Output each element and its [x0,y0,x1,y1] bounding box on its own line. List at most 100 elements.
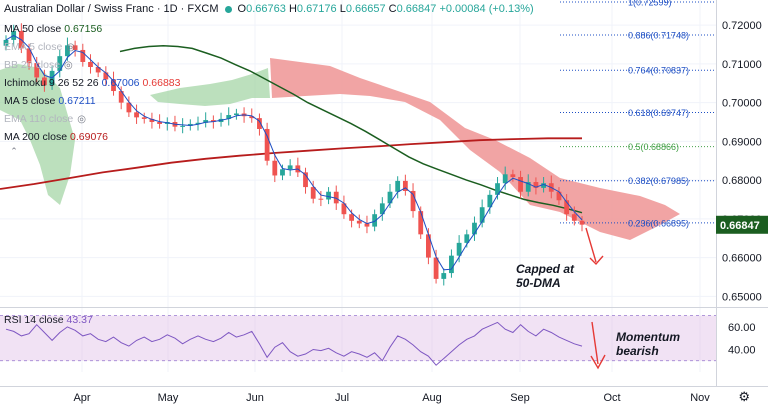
candle [395,180,401,192]
candle [387,191,393,204]
fib-level-label: 0.382(0.67985) [628,176,689,186]
candle [42,77,47,86]
settings-gear-icon[interactable]: ⚙ [738,389,750,404]
eye-hidden-icon[interactable]: ◎ [64,60,73,71]
candle [126,102,132,113]
candle [303,172,308,188]
fib-level-label: 0.236(0.66895) [628,218,689,228]
rsi-legend[interactable]: RSI 14 close 43.37 [4,314,93,326]
candle [34,63,40,78]
legend-ema5[interactable]: EMA 5 close ◎ [4,41,76,53]
candle [234,113,239,116]
candle [341,203,347,215]
fib-level-label: 0.764(0.70837) [628,66,689,76]
legend-ema110[interactable]: EMA 110 close ◎ [4,113,86,125]
candle [187,123,193,126]
candle [88,61,93,68]
candle [349,214,354,221]
candle [157,122,162,124]
price-tick-label: 0.72000 [722,20,762,32]
candle [364,223,370,227]
candle [433,257,439,279]
candle [280,169,285,176]
candle [495,183,500,195]
last-price-tag [716,215,768,234]
ma5-line [5,34,583,271]
time-tick-label: Aug [422,392,442,404]
candle [410,190,416,212]
legend-ichimoku[interactable]: Ichimoku 9 26 52 26 0.67006 0.66883 [4,77,181,89]
candle [80,49,86,62]
eye-hidden-icon[interactable]: ◎ [77,114,86,125]
candle [533,182,539,188]
time-tick-label: Jun [246,392,264,404]
candle [249,116,255,119]
price-tick-label: 0.70000 [722,98,762,110]
ma200-path [0,137,582,190]
candle [556,191,562,201]
momentum-annotation: Momentum bearish [616,330,680,358]
price-tick-label: 0.66000 [722,253,762,265]
ohlc-readout: O0.66763 H0.67176 L0.66657 C0.66847 +0.0… [237,3,534,15]
time-tick-label: Jul [335,392,349,404]
fibonacci-levels: 1(0.72599) 0.886(0.71748) 0.764(0.70837) 0.… [560,0,716,228]
candle [118,91,124,103]
candle [502,174,508,184]
candle [203,120,209,123]
chart-header: Australian Dollar / Swiss Franc · 1D · F… [4,3,534,15]
candle [472,222,477,235]
candle [318,198,324,200]
candle [449,255,454,274]
ma50-path [119,44,583,214]
price-tick-label: 0.69000 [722,136,762,148]
candle [525,182,531,192]
candle [356,220,362,224]
time-tick-label: Nov [690,392,710,404]
fib-level-label: 0.5(0.68866) [628,142,679,152]
candle [333,191,339,204]
candle [456,242,462,256]
candle [310,187,316,199]
candle [464,234,470,243]
candle [287,165,293,170]
fib-level-label: 0.886(0.71748) [628,30,689,40]
candle [479,207,485,223]
time-tick-label: May [158,392,179,404]
candle [264,128,270,161]
candle [149,118,155,123]
candle [564,200,570,215]
legend-ma5[interactable]: MA 5 close 0.67211 [4,95,96,107]
cloud-bull-left [0,64,75,205]
legend-bb20[interactable]: BB 20 close ◎ [4,59,73,71]
time-tick-label: Sep [510,392,530,404]
eye-hidden-icon[interactable]: ◎ [66,42,76,53]
rsi-tick-label: 60.00 [728,322,756,334]
candle [180,125,186,127]
cloud-bear [270,58,680,240]
candle [418,211,424,235]
candle [326,191,331,200]
price-tick-label: 0.68000 [722,175,762,187]
candle [95,67,101,73]
candle [571,214,577,221]
candle [372,214,378,227]
ichimoku-cloud [0,58,680,240]
capped-annotation: Capped at 50-DMA [516,262,575,290]
candle [426,234,431,258]
candle [510,174,516,178]
legend-ma50[interactable]: MA 50 close 0.67156 [4,23,103,35]
symbol-title[interactable]: Australian Dollar / Swiss Franc · 1D · F… [4,3,219,15]
chart-axes: 0.720000.710000.700000.690000.680000.670… [73,20,768,404]
candle [487,194,493,208]
market-status-dot [224,5,232,13]
time-tick-label: Oct [603,392,620,404]
candle [210,120,216,123]
ma5-path [5,34,583,271]
candle [111,79,116,92]
candle [103,72,109,80]
candle [441,273,447,279]
legend-ma200[interactable]: MA 200 close 0.69076 [4,131,109,143]
collapse-legend-icon[interactable]: ⌃ [10,146,18,156]
candle [141,117,147,119]
